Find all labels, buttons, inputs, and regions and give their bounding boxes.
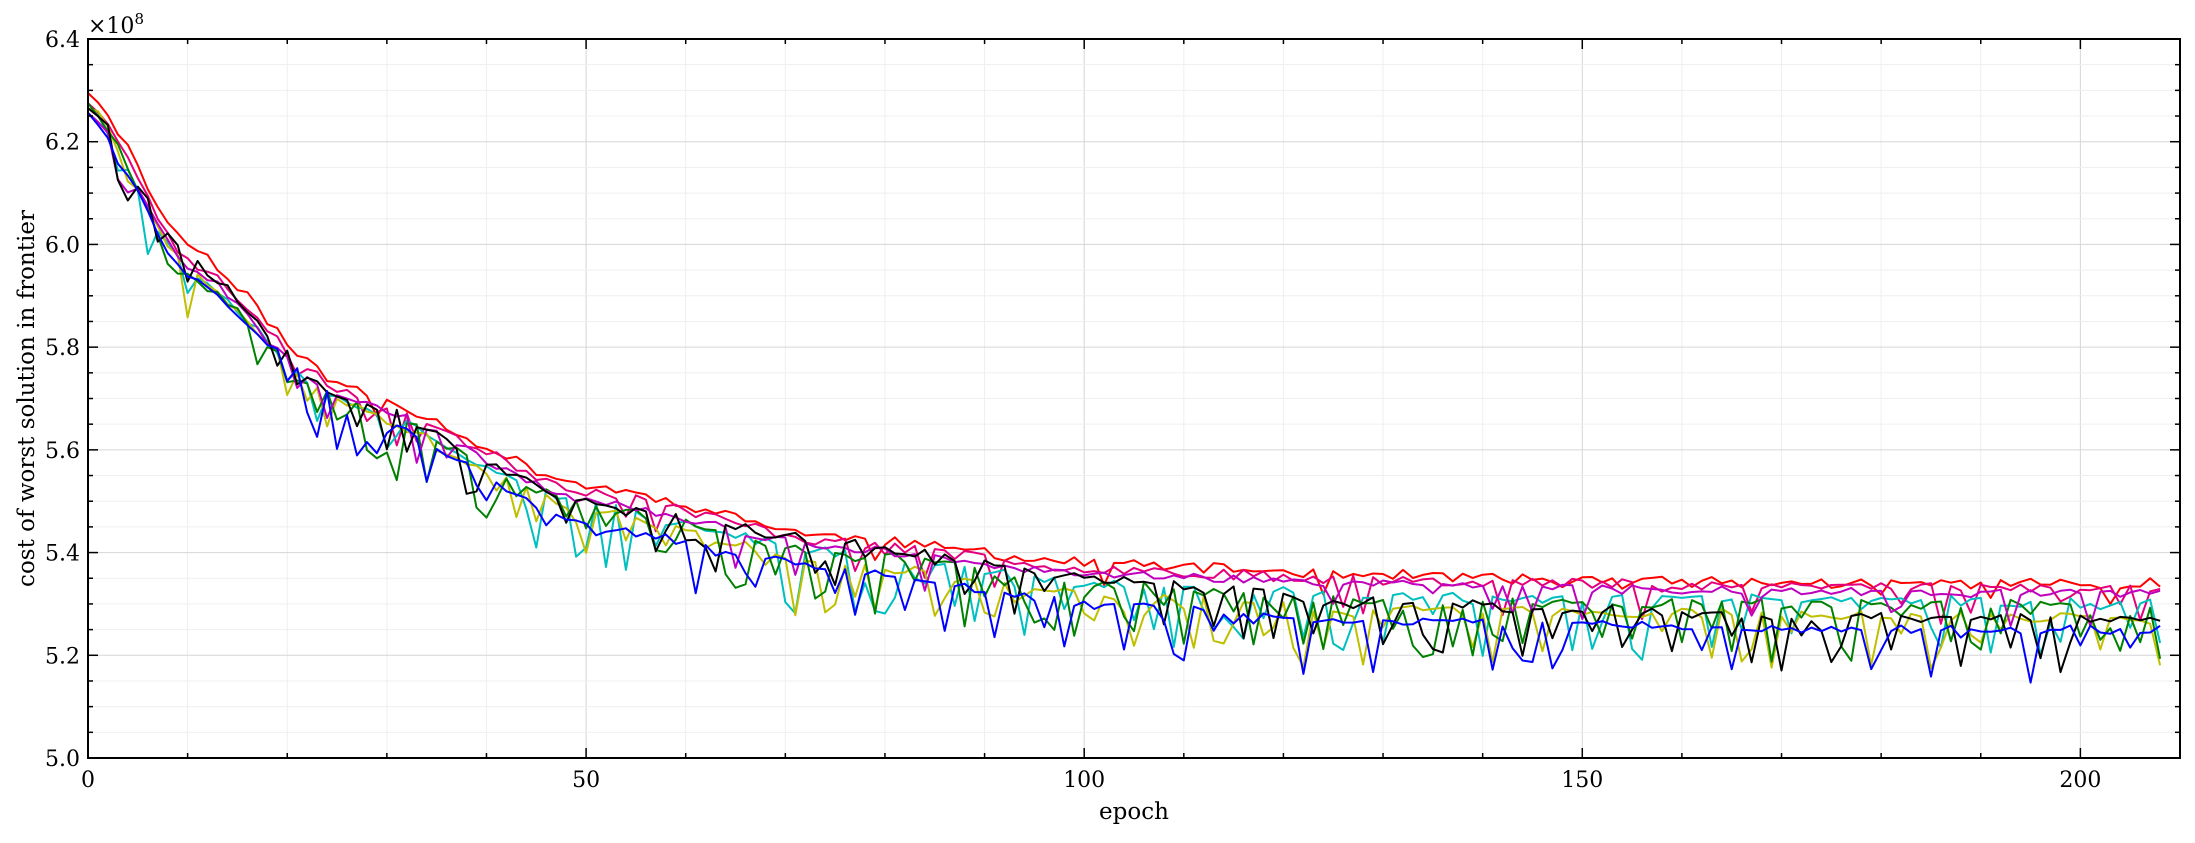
y-tick-label: 5.4: [45, 542, 80, 567]
x-tick-label: 0: [81, 768, 95, 793]
x-tick-label: 150: [1561, 768, 1603, 793]
y-multiplier-exponent: 8: [134, 10, 144, 28]
series-line-8: [87, 112, 2161, 684]
series-lines: [87, 92, 2162, 684]
series-line-4: [87, 107, 2162, 670]
y-tick-label: 6.0: [45, 233, 80, 258]
x-tick-label: 100: [1063, 768, 1105, 793]
series-line-7: [87, 107, 2161, 674]
x-axis-label: epoch: [1099, 799, 1169, 825]
axis-ticks: 0 50 100 150 200 5.0 5.2 5.4 5.6 5.8 6.0 6.2 6.4: [45, 28, 2181, 793]
y-tick-label: 5.2: [45, 644, 80, 669]
y-axis-label: cost of worst solution in frontier: [14, 210, 40, 587]
series-line-3: [87, 107, 2162, 661]
series-line-5: [87, 102, 2162, 663]
series-line-2: [87, 102, 2161, 625]
y-tick-label: 5.0: [45, 747, 80, 772]
series-line-1: [87, 92, 2161, 605]
x-tick-label: 50: [572, 768, 600, 793]
y-axis-multiplier: ×108: [88, 10, 144, 39]
y-multiplier-base: ×10: [88, 14, 134, 39]
y-tick-label: 5.6: [45, 439, 80, 464]
x-tick-label: 200: [2059, 768, 2101, 793]
series-line-6: [87, 112, 2161, 627]
y-tick-label: 5.8: [45, 336, 80, 361]
y-tick-label: 6.2: [45, 131, 80, 156]
y-tick-label: 6.4: [45, 28, 80, 53]
